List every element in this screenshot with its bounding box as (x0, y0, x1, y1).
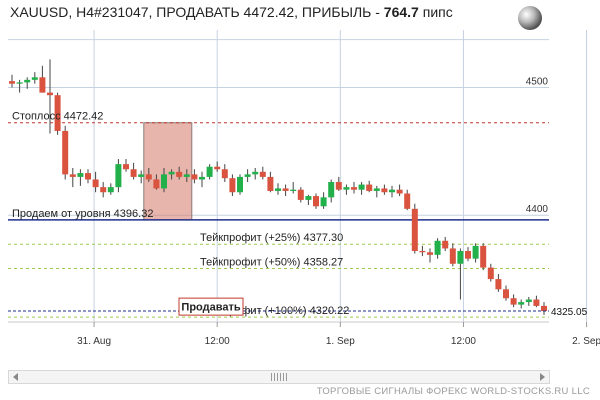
tp-label: Тейкпрофит (+50%) 4358.27 (200, 257, 343, 269)
candle-up (161, 174, 167, 189)
candle-up (275, 188, 281, 191)
scroll-left-icon[interactable] (13, 373, 18, 381)
x-tick-label: 1. Sep (326, 336, 355, 347)
candle-up (373, 188, 380, 191)
footer-credit: ТОРГОВЫЕ СИГНАЛЫ ФОРЕКС WORLD-STOCKS.RU … (316, 386, 590, 397)
candle-down (47, 92, 53, 96)
candle-down (92, 179, 99, 188)
scroll-thumb[interactable] (271, 373, 289, 381)
candle-up (305, 196, 312, 200)
candle-down (541, 305, 547, 312)
candle-up (206, 166, 213, 177)
chart-title: XAUUSD, H4#231047, ПРОДАВАТЬ 4472.42, ПР… (10, 4, 453, 20)
candle-down (510, 298, 517, 305)
candle-down (267, 176, 274, 191)
candle-down (411, 208, 418, 251)
candle-down (480, 245, 487, 268)
current-price-label: 4325.05 (551, 307, 588, 318)
candle-down (503, 289, 509, 299)
candle-down (396, 189, 403, 194)
candle-up (138, 174, 145, 177)
y-tick-label: 4400 (526, 204, 549, 215)
candle-down (259, 171, 266, 177)
candle-down (39, 77, 46, 93)
candle-up (252, 171, 259, 175)
title-prefix: XAUUSD, H4#231047, ПРОДАВАТЬ 4472.42, ПР… (10, 4, 384, 20)
candle-down (191, 174, 198, 180)
title-suffix: пипс (418, 4, 453, 20)
signal-zone (143, 122, 193, 221)
sell-label: Продавать (181, 302, 240, 314)
candle-down (351, 187, 357, 190)
title-profit: 764.7 (383, 4, 419, 20)
candle-up (518, 302, 525, 305)
candle-up (107, 187, 114, 193)
candle-up (237, 176, 243, 193)
candle-down (297, 189, 304, 200)
globe-icon[interactable] (518, 6, 542, 30)
candle-down (221, 169, 228, 179)
candle-down (214, 166, 221, 170)
x-tick-label: 12:00 (451, 336, 476, 347)
stop-label: Стоплосс 4472.42 (12, 111, 103, 123)
candle-down (449, 248, 456, 264)
sell-label-box (178, 297, 244, 316)
horizontal-scrollbar[interactable] (8, 370, 550, 384)
candle-up (24, 79, 31, 83)
candle-down (427, 252, 433, 255)
candle-down (465, 250, 471, 259)
x-tick-label: 12:00 (205, 336, 230, 347)
candle-down (533, 299, 540, 306)
candle-up (343, 187, 350, 190)
candle-up (16, 82, 23, 84)
candle-up (389, 189, 395, 193)
candle-up (434, 240, 441, 255)
candle-up (457, 250, 464, 264)
candle-down (313, 196, 319, 207)
candle-down (123, 164, 129, 170)
candle-down (495, 279, 502, 290)
candle-down (487, 267, 494, 280)
entry-label: Продаем от уровня 4396.32 (12, 208, 153, 220)
candle-up (328, 182, 335, 198)
candle-down (9, 81, 15, 84)
candle-up (31, 77, 38, 80)
candle-down (100, 187, 107, 193)
scroll-right-icon[interactable] (540, 373, 545, 381)
candle-down (366, 184, 373, 191)
candle-up (199, 176, 205, 180)
candle-up (115, 164, 122, 188)
x-tick-label: 2. Sep (572, 336, 600, 347)
candle-down (85, 173, 91, 180)
candle-down (381, 188, 388, 193)
candle-up (320, 197, 327, 207)
x-tick-label: 31. Aug (77, 336, 111, 347)
candle-down (404, 193, 411, 209)
y-tick-label: 4500 (526, 77, 549, 88)
candle-up (525, 299, 532, 303)
candle-down (62, 130, 69, 175)
candle-up (358, 184, 365, 190)
candle-down (176, 171, 183, 177)
candle-up (183, 174, 190, 177)
candle-down (69, 174, 76, 177)
candle-up (472, 245, 479, 259)
candle-down (54, 95, 61, 131)
candle-down (153, 179, 160, 189)
candle-up (290, 189, 297, 191)
candle-down (229, 178, 236, 193)
candle-down (442, 240, 449, 249)
candle-up (244, 174, 251, 177)
candle-down (419, 250, 426, 253)
candle-down (282, 188, 289, 191)
chart-canvas: 4500 4400 31. Aug 12:00 1. Sep 12:00 2. Sep 432… (8, 30, 600, 347)
candle-up (77, 173, 84, 177)
candle-down (335, 182, 342, 190)
candle-down (130, 169, 137, 177)
candle-up (168, 171, 175, 175)
tp-label: Тейкпрофит (+25%) 4377.30 (200, 232, 343, 244)
candle-down (145, 174, 152, 180)
